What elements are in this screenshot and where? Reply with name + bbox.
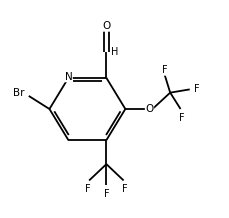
Text: F: F bbox=[178, 113, 184, 123]
Text: F: F bbox=[85, 184, 90, 194]
Text: F: F bbox=[121, 184, 127, 194]
Text: F: F bbox=[103, 189, 109, 199]
Text: Br: Br bbox=[13, 88, 24, 98]
Text: F: F bbox=[193, 84, 199, 94]
Text: O: O bbox=[102, 21, 110, 31]
Text: N: N bbox=[64, 72, 72, 82]
Text: O: O bbox=[145, 104, 153, 114]
Text: H: H bbox=[111, 47, 118, 57]
Text: F: F bbox=[161, 65, 166, 75]
